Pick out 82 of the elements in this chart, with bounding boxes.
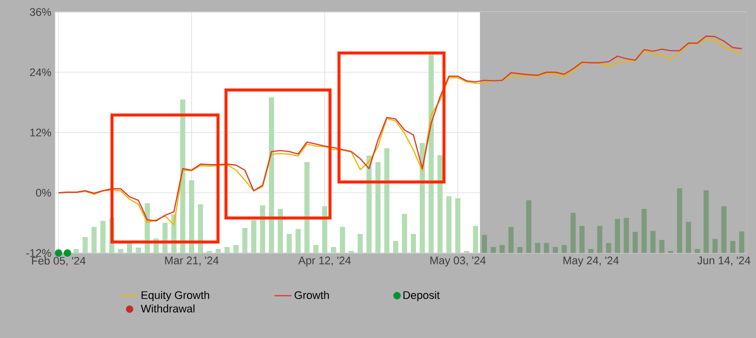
bar [570,212,576,253]
bar [198,204,204,253]
bar [402,214,408,253]
bar [189,180,194,253]
bar [562,244,567,253]
bar [730,240,736,253]
bar [118,248,124,253]
y-tick-label: 12% [30,128,52,136]
bar [393,240,398,253]
bar [624,218,629,253]
bar [304,162,310,253]
bar [82,236,88,253]
bar [366,156,372,253]
bar [677,188,682,253]
bar [420,143,425,253]
bar [588,248,594,253]
bar [331,246,336,253]
x-tick-label: Jun 14, '24 [697,256,750,266]
bar [313,244,318,253]
bar [286,234,292,253]
x-tick-label: Mar 21, '24 [165,256,219,266]
bar [410,234,416,253]
bar [91,226,97,253]
bar [278,208,283,253]
legend-label: Withdrawal [140,304,194,312]
bar [100,220,106,253]
bar [428,54,434,253]
bar [233,244,239,253]
bar [606,242,612,253]
bar [686,222,692,253]
bar [74,248,79,253]
bar [712,238,718,253]
bar [517,246,522,253]
bar [579,226,585,253]
bar [704,190,709,253]
x-tick-label: May 03, '24 [430,256,486,266]
bar [216,248,221,253]
bar [437,155,443,253]
bar [694,248,700,253]
bar [508,226,514,253]
y-tick-label: 36% [30,8,52,16]
bar [296,228,301,253]
bar [472,226,478,253]
bar [614,218,620,253]
y-tick-label: 24% [30,68,52,76]
x-tick-label: May 24, '24 [564,256,619,266]
bar [224,246,230,253]
bar [526,200,532,253]
bar [126,242,132,253]
x-tick-label: Feb 05, '24 [32,256,86,266]
bar [268,97,274,253]
bar [340,226,346,253]
bar [384,148,390,253]
x-tick-label: Apr 12, '24 [298,256,351,266]
bar [136,247,141,253]
bar [482,234,487,253]
bar [500,244,505,253]
bar [242,228,248,253]
bar [490,246,496,253]
y-tick-label: -12% [26,249,52,257]
bar [260,205,266,253]
legend-label: Equity Growth [142,290,210,302]
bar [180,99,186,253]
bar [659,240,664,253]
bar [739,231,744,253]
bar [322,206,328,253]
legend-label: Growth [294,290,329,300]
bar [632,232,638,253]
legend-label: Deposit [403,290,440,302]
bar [544,242,550,253]
y-tick-label: 0% [36,188,52,197]
bar [358,234,363,253]
bar [597,226,602,253]
bar [642,208,647,253]
bar [455,198,460,253]
bar [375,162,381,253]
bar [721,206,727,253]
bar [535,242,540,253]
bar [650,230,656,253]
bar [446,196,452,253]
bar [552,246,558,253]
bar [251,220,256,253]
